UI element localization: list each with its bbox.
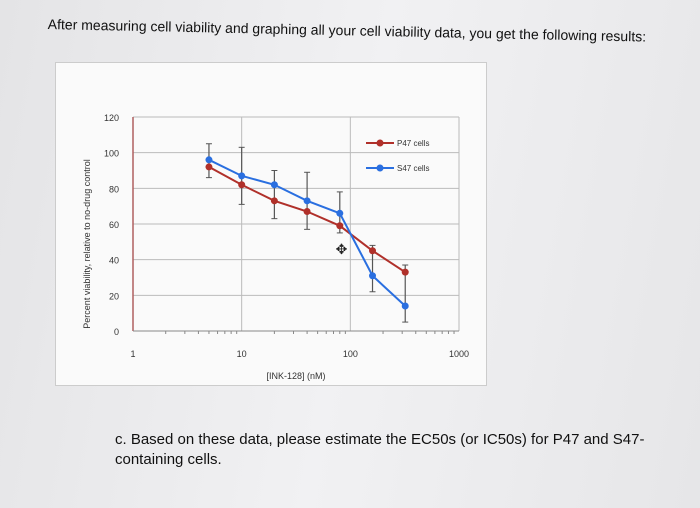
data-point bbox=[270, 197, 278, 205]
data-point bbox=[369, 247, 377, 255]
data-point bbox=[270, 181, 278, 189]
data-point bbox=[401, 302, 409, 310]
intro-text: After measuring cell viability and graph… bbox=[47, 15, 647, 45]
x-tick-label: 100 bbox=[343, 349, 358, 359]
y-tick-label: 120 bbox=[104, 113, 119, 123]
legend-label: S47 cells bbox=[397, 164, 429, 173]
y-axis-label: Percent viability, relative to no-drug c… bbox=[82, 159, 92, 328]
data-point bbox=[369, 272, 377, 280]
move-cursor-icon: ✥ bbox=[336, 241, 348, 257]
y-tick-label: 100 bbox=[104, 149, 119, 159]
x-axis-label: [INK-128] (nM) bbox=[266, 371, 325, 381]
data-point bbox=[401, 268, 409, 276]
question-text: c. Based on these data, please estimate … bbox=[115, 431, 645, 468]
data-point bbox=[238, 172, 246, 180]
chart: 0 20 40 60 80 100 120 1 10 100 1000 [INK-128] (nM) P… bbox=[55, 62, 487, 386]
data-point bbox=[336, 209, 344, 217]
data-point bbox=[238, 181, 246, 189]
x-tick-label: 1000 bbox=[449, 349, 469, 359]
x-tick-label: 10 bbox=[237, 349, 247, 359]
y-tick-label: 20 bbox=[109, 291, 119, 301]
legend-marker bbox=[376, 164, 384, 172]
legend-marker bbox=[376, 139, 384, 147]
y-tick-label: 80 bbox=[109, 184, 119, 194]
legend-label: P47 cells bbox=[397, 139, 429, 148]
data-point bbox=[205, 163, 213, 171]
y-tick-label: 0 bbox=[114, 327, 119, 337]
data-point bbox=[205, 156, 213, 164]
y-tick-label: 60 bbox=[109, 220, 119, 230]
x-tick-label: 1 bbox=[130, 349, 135, 359]
data-point bbox=[303, 208, 311, 216]
data-point bbox=[336, 222, 344, 230]
data-point bbox=[303, 197, 311, 205]
y-tick-label: 40 bbox=[109, 256, 119, 266]
